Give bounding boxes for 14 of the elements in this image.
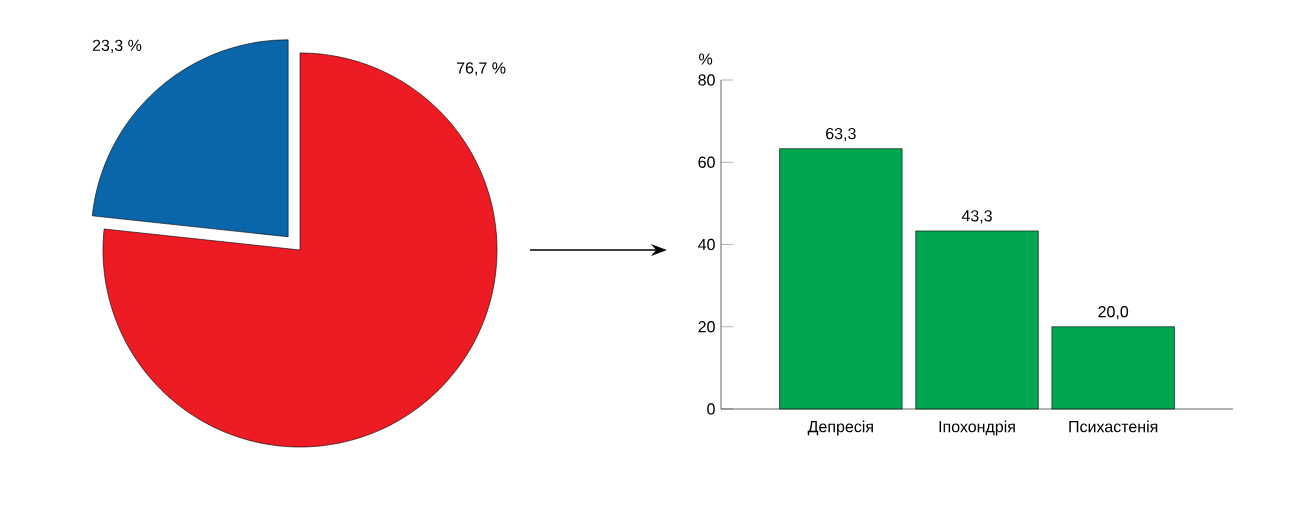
data-label: 23,3 % — [92, 39, 142, 53]
data-label: 63,3 — [826, 127, 856, 142]
y-axis-title: % — [699, 53, 713, 65]
y-tick-label: 80 — [698, 74, 715, 86]
y-tick-label: 20 — [698, 321, 715, 333]
x-tick-label: Іпохондрія — [939, 420, 1015, 436]
x-tick-label: Психастенія — [1069, 420, 1158, 433]
data-label: 20,0 — [1098, 306, 1129, 320]
data-label: 43,3 — [961, 210, 992, 224]
x-tick-label: Депресія — [807, 420, 873, 436]
y-tick-label: 60 — [698, 156, 715, 168]
y-tick-label: 0 — [707, 403, 715, 415]
y-tick-label: 40 — [698, 238, 715, 251]
data-label: 76,7 % — [457, 62, 506, 76]
